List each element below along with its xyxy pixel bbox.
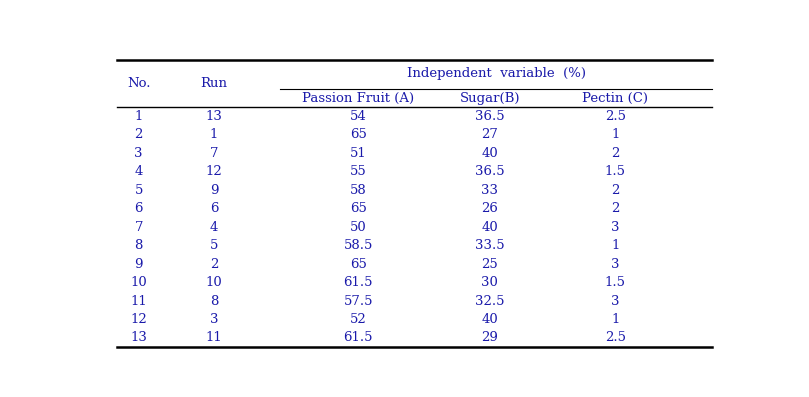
Text: 2.5: 2.5 bbox=[605, 331, 625, 345]
Text: 4: 4 bbox=[134, 166, 143, 178]
Text: 1.5: 1.5 bbox=[605, 166, 625, 178]
Text: 1.5: 1.5 bbox=[605, 276, 625, 289]
Text: 33: 33 bbox=[481, 184, 498, 197]
Text: 58: 58 bbox=[349, 184, 366, 197]
Text: 55: 55 bbox=[349, 166, 366, 178]
Text: Sugar(B): Sugar(B) bbox=[460, 92, 520, 104]
Text: 58.5: 58.5 bbox=[344, 239, 373, 252]
Text: 1: 1 bbox=[611, 129, 620, 141]
Text: 1: 1 bbox=[134, 110, 143, 123]
Text: 12: 12 bbox=[205, 166, 222, 178]
Text: 9: 9 bbox=[134, 258, 143, 271]
Text: 32.5: 32.5 bbox=[475, 295, 505, 308]
Text: Independent  variable  (%): Independent variable (%) bbox=[407, 67, 586, 80]
Text: Passion Fruit (A): Passion Fruit (A) bbox=[302, 92, 414, 104]
Text: 57.5: 57.5 bbox=[344, 295, 373, 308]
Text: 36.5: 36.5 bbox=[475, 110, 505, 123]
Text: 8: 8 bbox=[134, 239, 143, 252]
Text: 36.5: 36.5 bbox=[475, 166, 505, 178]
Text: 54: 54 bbox=[349, 110, 366, 123]
Text: 40: 40 bbox=[481, 147, 498, 160]
Text: 5: 5 bbox=[134, 184, 143, 197]
Text: 61.5: 61.5 bbox=[344, 331, 373, 345]
Text: 51: 51 bbox=[349, 147, 366, 160]
Text: 8: 8 bbox=[210, 295, 218, 308]
Text: 40: 40 bbox=[481, 221, 498, 234]
Text: 2.5: 2.5 bbox=[605, 110, 625, 123]
Text: No.: No. bbox=[127, 77, 150, 90]
Text: 50: 50 bbox=[349, 221, 366, 234]
Text: 30: 30 bbox=[481, 276, 498, 289]
Text: 25: 25 bbox=[481, 258, 498, 271]
Text: 40: 40 bbox=[481, 313, 498, 326]
Text: 1: 1 bbox=[210, 129, 218, 141]
Text: 10: 10 bbox=[130, 276, 147, 289]
Text: 12: 12 bbox=[130, 313, 147, 326]
Text: 52: 52 bbox=[349, 313, 366, 326]
Text: 10: 10 bbox=[205, 276, 222, 289]
Text: 26: 26 bbox=[481, 202, 498, 215]
Text: 3: 3 bbox=[210, 313, 218, 326]
Text: 4: 4 bbox=[210, 221, 218, 234]
Text: 5: 5 bbox=[210, 239, 218, 252]
Text: 11: 11 bbox=[130, 295, 147, 308]
Text: 3: 3 bbox=[134, 147, 143, 160]
Text: Pectin (C): Pectin (C) bbox=[582, 92, 648, 104]
Text: 3: 3 bbox=[611, 295, 620, 308]
Text: 7: 7 bbox=[210, 147, 218, 160]
Text: 65: 65 bbox=[349, 258, 366, 271]
Text: 29: 29 bbox=[481, 331, 498, 345]
Text: 13: 13 bbox=[130, 331, 147, 345]
Text: Run: Run bbox=[201, 77, 227, 90]
Text: 2: 2 bbox=[134, 129, 143, 141]
Text: 65: 65 bbox=[349, 202, 366, 215]
Text: 2: 2 bbox=[611, 147, 620, 160]
Text: 33.5: 33.5 bbox=[475, 239, 505, 252]
Text: 1: 1 bbox=[611, 313, 620, 326]
Text: 6: 6 bbox=[134, 202, 143, 215]
Text: 13: 13 bbox=[205, 110, 222, 123]
Text: 7: 7 bbox=[134, 221, 143, 234]
Text: 27: 27 bbox=[481, 129, 498, 141]
Text: 6: 6 bbox=[210, 202, 218, 215]
Text: 2: 2 bbox=[611, 184, 620, 197]
Text: 3: 3 bbox=[611, 258, 620, 271]
Text: 1: 1 bbox=[611, 239, 620, 252]
Text: 2: 2 bbox=[210, 258, 218, 271]
Text: 3: 3 bbox=[611, 221, 620, 234]
Text: 61.5: 61.5 bbox=[344, 276, 373, 289]
Text: 65: 65 bbox=[349, 129, 366, 141]
Text: 9: 9 bbox=[210, 184, 218, 197]
Text: 11: 11 bbox=[205, 331, 222, 345]
Text: 2: 2 bbox=[611, 202, 620, 215]
